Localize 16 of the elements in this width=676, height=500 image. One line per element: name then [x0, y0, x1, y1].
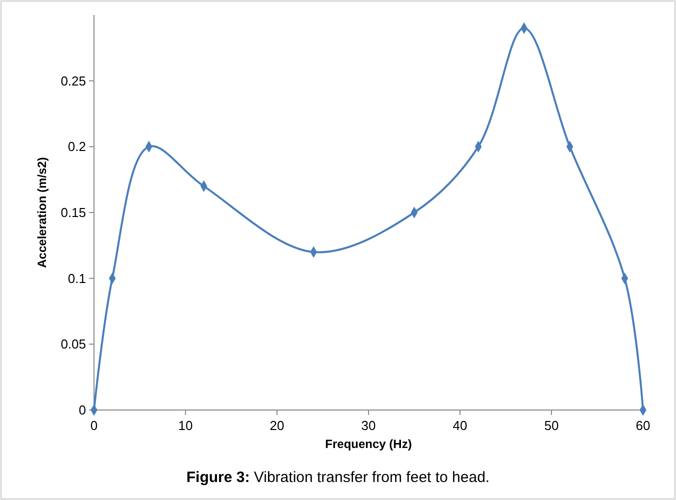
y-tick-label: 0 — [78, 402, 86, 418]
y-tick-label: 0.05 — [60, 336, 86, 352]
x-tick-label: 50 — [544, 418, 559, 433]
x-axis-title: Frequency (Hz) — [325, 437, 412, 451]
y-axis-title: Acceleration (m/s2) — [35, 157, 49, 268]
y-tick-label: 0.25 — [60, 73, 86, 88]
x-tick-label: 20 — [270, 418, 284, 433]
x-tick-label: 10 — [178, 418, 193, 433]
y-tick-label: 0.1 — [68, 270, 86, 286]
caption: Figure 3: Vibration transfer from feet to head. — [186, 469, 490, 486]
x-tick-label: 60 — [636, 418, 650, 433]
y-tick-label: 0.2 — [68, 139, 86, 154]
x-tick-label: 40 — [452, 418, 468, 433]
y-tick-label: 0.15 — [60, 205, 86, 220]
x-tick-label: 0 — [90, 418, 98, 433]
x-tick-label: 30 — [361, 418, 376, 433]
